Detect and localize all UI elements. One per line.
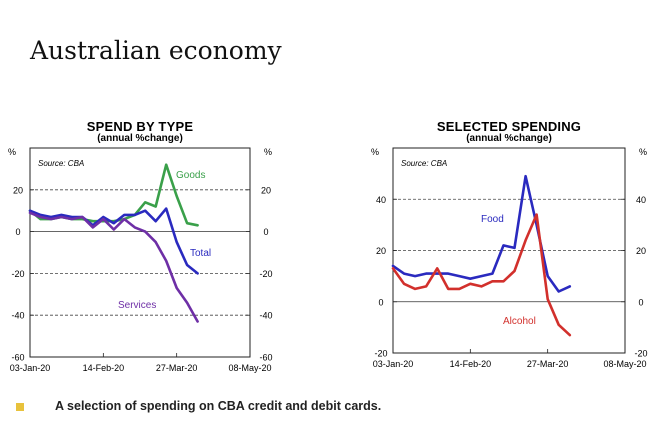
chart-1-ytick-left-label: -20 bbox=[11, 269, 24, 279]
chart-1-unit-left: % bbox=[8, 147, 16, 157]
chart-2-subtitle: (annual %change) bbox=[466, 133, 552, 144]
chart-1-source-note: Source: CBA bbox=[38, 159, 84, 168]
chart-1-ytick-right-label: 0 bbox=[263, 227, 268, 237]
chart-2-title: SELECTED SPENDING bbox=[436, 119, 582, 134]
chart-2-unit-left: % bbox=[371, 147, 379, 157]
chart-1-plot-frame bbox=[29, 147, 251, 358]
chart-2-xtick-label: 03-Jan-20 bbox=[373, 359, 414, 369]
chart-2-ytick-left-label: -20 bbox=[374, 349, 387, 359]
chart-1-title: SPEND BY TYPE bbox=[86, 119, 194, 134]
chart-1-xtick-label: 27-Mar-20 bbox=[156, 363, 198, 373]
chart-2-xtick-label: 14-Feb-20 bbox=[450, 359, 492, 369]
chart-2-ytick-left-label: 20 bbox=[376, 246, 386, 256]
chart-1-ytick-right-label: 20 bbox=[261, 185, 271, 195]
chart-2-annotation-alcohol: Alcohol bbox=[503, 316, 536, 327]
chart-2-ytick-left-label: 0 bbox=[378, 297, 383, 307]
chart-2-xtick-label: 27-Mar-20 bbox=[527, 359, 569, 369]
footer-bar bbox=[0, 398, 650, 421]
chart-2-annotation-food: Food bbox=[481, 214, 504, 225]
chart-2-ytick-right-label: 0 bbox=[638, 297, 643, 307]
chart-1-subtitle: (annual %change) bbox=[97, 133, 183, 144]
page-title: Australian economy bbox=[30, 36, 282, 65]
chart-1-annotation-goods: Goods bbox=[176, 170, 205, 181]
chart-1-ytick-right-label: -60 bbox=[259, 353, 272, 363]
chart-title-selected-spending: SELECTED SPENDING (annual %change) bbox=[393, 119, 625, 144]
chart-2-series-alcohol-line bbox=[391, 213, 572, 337]
chart-2-ytick-left-label: 40 bbox=[376, 195, 386, 205]
chart-1-ytick-left-label: 20 bbox=[13, 185, 23, 195]
chart-1-unit-right: % bbox=[264, 147, 272, 157]
chart-1-series-total-line bbox=[28, 207, 199, 275]
chart-2-ytick-right-label: 20 bbox=[636, 246, 646, 256]
chart-1-ytick-left-label: -60 bbox=[11, 353, 24, 363]
chart-2-source-note: Source: CBA bbox=[401, 159, 447, 168]
footer-caption: A selection of spending on CBA credit an… bbox=[55, 399, 382, 413]
chart-1-ytick-right-label: -40 bbox=[259, 311, 272, 321]
chart-1-annotation-services: Services bbox=[118, 300, 156, 311]
chart-1-ytick-left-label: 0 bbox=[15, 227, 20, 237]
chart-2-ytick-right-label: -20 bbox=[634, 349, 647, 359]
chart-2-unit-right: % bbox=[639, 147, 647, 157]
footer-bullet-icon bbox=[16, 403, 24, 411]
chart-2-ytick-right-label: 40 bbox=[636, 195, 646, 205]
chart-1-xtick-label: 08-May-20 bbox=[228, 363, 271, 373]
chart-1-ytick-left-label: -40 bbox=[11, 311, 24, 321]
chart-1-xtick-label: 14-Feb-20 bbox=[83, 363, 125, 373]
chart-1-ytick-right-label: -20 bbox=[259, 269, 272, 279]
chart-1-xtick-label: 03-Jan-20 bbox=[10, 363, 51, 373]
chart-1-series-services-line bbox=[28, 211, 199, 323]
chart-title-spend-by-type: SPEND BY TYPE (annual %change) bbox=[30, 119, 250, 144]
chart-2-xtick-label: 08-May-20 bbox=[603, 359, 646, 369]
chart-1-annotation-total: Total bbox=[190, 248, 211, 259]
